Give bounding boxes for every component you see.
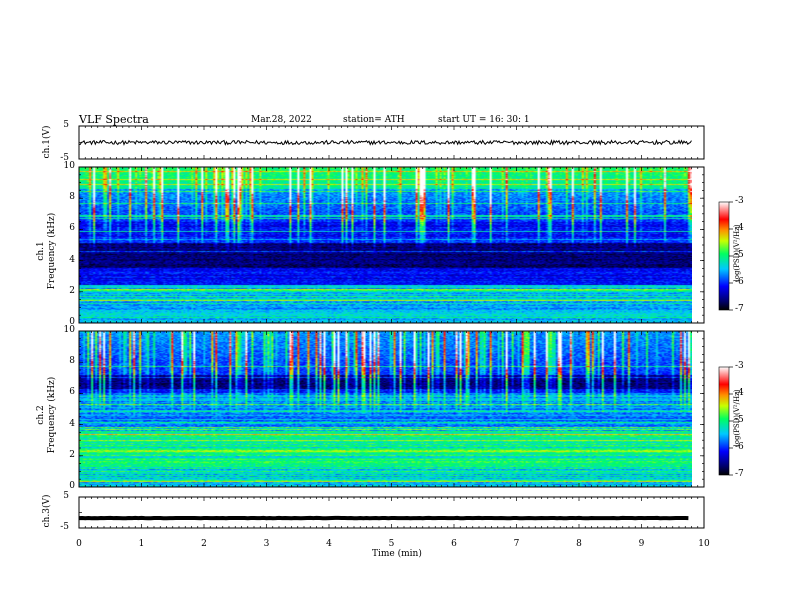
x-tick-label: 7 [513, 539, 520, 549]
y-tick-label: 2 [69, 285, 75, 296]
y-tick-label: 4 [69, 254, 75, 265]
ch1-colorbar [718, 201, 730, 311]
colorbar-tick-label: -3 [735, 196, 744, 206]
start-ut-label: start UT = 16: 30: 1 [438, 115, 530, 125]
y-tick-label: 6 [69, 387, 75, 398]
ch2-freq-ylabel: ch.2 Frequency (kHz) [36, 360, 58, 470]
y-tick-label: 8 [69, 192, 75, 203]
y-tick-label: 10 [63, 325, 75, 335]
colorbar-tick-label: -6 [735, 277, 744, 287]
ch3-panel-frame [78, 496, 705, 529]
y-tick-label: 6 [69, 223, 75, 234]
ch1-spectrogram-image [79, 167, 692, 323]
colorbar-tick-label: -5 [735, 250, 744, 260]
figure-title: VLF Spectra [79, 113, 149, 126]
colorbar-tick-label: -5 [735, 415, 744, 425]
x-tick-label: 0 [76, 539, 82, 549]
axis-ticks [78, 126, 733, 528]
ch3-panel [78, 496, 705, 529]
ch1-spectrogram-panel [78, 166, 705, 324]
ch2-freq-ylabel-unit: Frequency (kHz) [47, 376, 57, 454]
y-tick-label: 5 [63, 491, 69, 501]
y-tick-label: 5 [63, 120, 69, 130]
ch1-ylabel: ch.1(V) [42, 125, 52, 159]
ch2-spectrogram-image [79, 331, 692, 487]
y-tick-label: 10 [63, 161, 75, 171]
ch1-panel [78, 125, 705, 160]
station-label: station= ATH [343, 115, 405, 125]
x-axis-label: Time (min) [372, 549, 422, 559]
y-tick-label: 4 [69, 418, 75, 429]
y-tick-label: -5 [60, 522, 69, 532]
ch2-freq-ylabel-ch: ch.2 [36, 405, 46, 425]
colorbar-tick-label: -4 [735, 388, 744, 398]
colorbar-tick-label: -4 [735, 223, 744, 233]
x-tick-label: 8 [576, 539, 582, 549]
x-tick-label: 2 [201, 539, 207, 549]
ch2-spectrogram-panel [78, 330, 705, 488]
y-tick-label: 0 [69, 317, 75, 327]
y-tick-label: -5 [60, 153, 69, 163]
ch3-ylabel: ch.3(V) [42, 494, 52, 528]
x-tick-label: 9 [638, 539, 645, 549]
y-tick-label: 0 [69, 481, 75, 491]
y-tick-label: 2 [69, 449, 75, 460]
x-tick-label: 5 [388, 539, 395, 549]
x-tick-label: 10 [698, 539, 710, 549]
colorbar-tick-label: -7 [735, 304, 744, 314]
x-tick-label: 1 [138, 539, 145, 549]
y-tick-label: 8 [69, 356, 75, 367]
x-tick-label: 4 [326, 539, 332, 549]
colorbar-tick-label: -6 [735, 442, 744, 452]
x-tick-label: 6 [451, 539, 457, 549]
colorbar-tick-label: -3 [735, 361, 744, 371]
x-tick-label: 3 [263, 539, 270, 549]
ch2-colorbar [718, 366, 730, 476]
colorbar-tick-label: -7 [735, 469, 744, 479]
ch1-freq-ylabel-unit: Frequency (kHz) [47, 212, 57, 290]
date-label: Mar.28, 2022 [251, 115, 312, 125]
ch1-freq-ylabel: ch.1 Frequency (kHz) [36, 196, 58, 306]
ch1-waveform-trace [79, 139, 692, 146]
ch1-freq-ylabel-ch: ch.1 [36, 241, 46, 261]
